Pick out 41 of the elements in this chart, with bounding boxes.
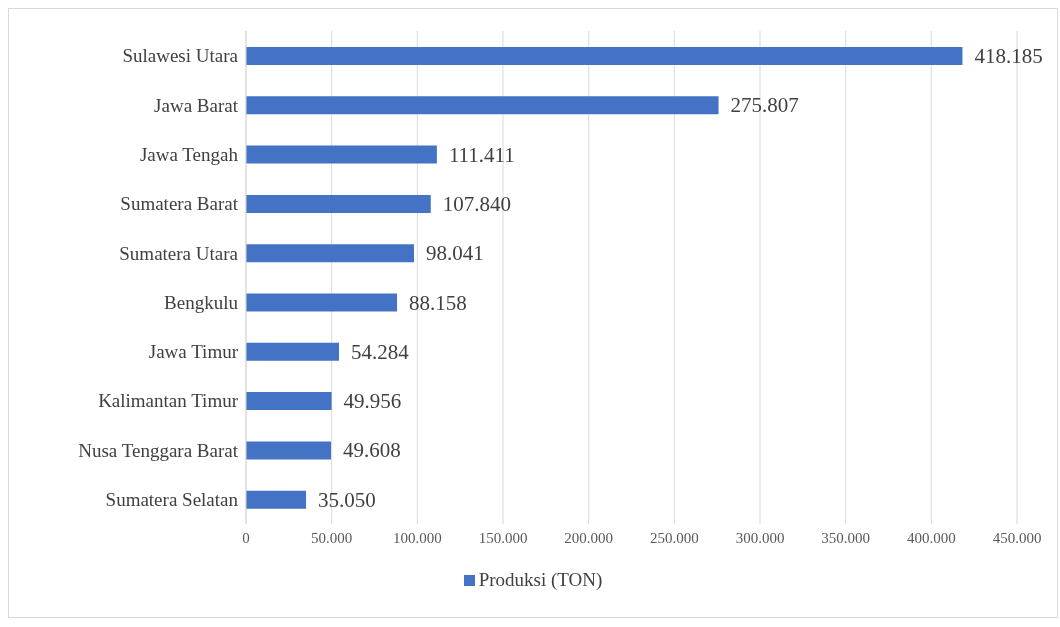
bar xyxy=(246,244,414,263)
data-label: 54.284 xyxy=(351,339,410,364)
x-tick-label: 450.000 xyxy=(992,529,1042,546)
y-tick-label: Jawa Tengah xyxy=(139,143,239,165)
x-tick-label: 300.000 xyxy=(735,529,785,546)
y-tick-label: Sumatera Selatan xyxy=(105,489,239,511)
x-tick-label: 0 xyxy=(242,529,250,546)
x-tick-label: 100.000 xyxy=(392,529,442,546)
data-label: 275.807 xyxy=(730,93,799,118)
x-tick-label: 150.000 xyxy=(478,529,528,546)
bar xyxy=(246,441,331,460)
data-label: 111.411 xyxy=(448,142,515,167)
data-label: 49.608 xyxy=(343,438,401,463)
data-label: 49.956 xyxy=(343,389,402,414)
y-tick-label: Nusa Tenggara Barat xyxy=(78,439,239,461)
bar xyxy=(246,342,340,361)
data-label: 88.158 xyxy=(409,290,467,315)
y-tick-label: Jawa Timur xyxy=(148,341,239,363)
bar xyxy=(246,96,719,115)
data-label: 35.050 xyxy=(318,487,376,512)
x-tick-label: 250.000 xyxy=(649,529,699,546)
bar xyxy=(246,293,398,312)
data-label: 418.185 xyxy=(974,44,1043,68)
y-tick-label: Sulawesi Utara xyxy=(122,45,239,67)
y-tick-label: Bengkulu xyxy=(164,291,239,313)
data-label: 107.840 xyxy=(442,191,512,216)
x-tick-label: 50.000 xyxy=(311,529,353,546)
legend-label: Produksi (TON) xyxy=(478,569,603,591)
x-tick-label: 350.000 xyxy=(821,529,871,546)
y-tick-label: Jawa Barat xyxy=(154,94,239,116)
bar xyxy=(246,47,963,65)
x-tick-label: 400.000 xyxy=(906,529,956,546)
y-tick-label: Sumatera Utara xyxy=(119,242,239,264)
x-tick-label: 200.000 xyxy=(564,529,614,546)
bar xyxy=(246,145,437,164)
data-label: 98.041 xyxy=(425,241,484,266)
bar xyxy=(246,392,332,411)
y-tick-label: Kalimantan Timur xyxy=(98,390,239,412)
bar xyxy=(246,490,307,509)
y-tick-label: Sumatera Barat xyxy=(120,193,239,215)
bar xyxy=(246,194,431,213)
